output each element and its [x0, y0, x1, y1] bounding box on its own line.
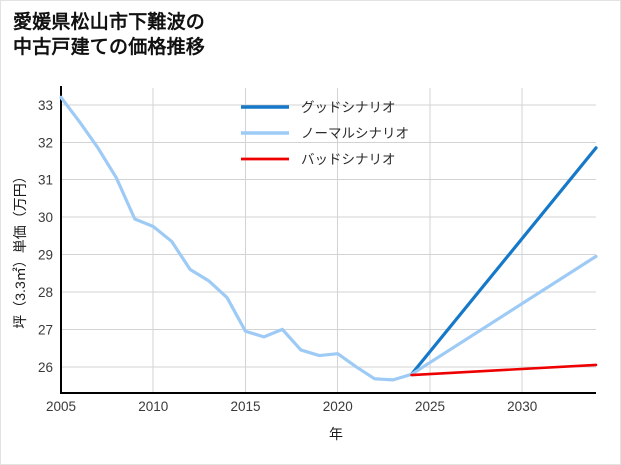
y-tick-label: 31 [38, 173, 53, 188]
y-tick-label: 33 [38, 98, 53, 113]
legend-label: グッドシナリオ [301, 100, 396, 115]
y-tick-label: 29 [38, 248, 53, 263]
data-series-group [59, 95, 598, 382]
chart-title-line-2: 中古戸建ての価格推移 [13, 37, 206, 59]
legend-label: バッドシナリオ [301, 152, 396, 167]
x-tick-label: 2010 [138, 399, 168, 414]
chart-title-line-1: 愛媛県松山市下難波の [13, 12, 206, 33]
x-tick-labels-group: 2005 2010 2015 2020 2025 2030 [46, 399, 537, 414]
y-tick-label: 30 [38, 210, 53, 225]
series-line [409, 146, 598, 376]
x-axis-title: 年 [329, 426, 343, 442]
chart-title: 愛媛県松山市下難波の 中古戸建ての価格推移 [13, 10, 433, 61]
y-tick-label: 32 [38, 135, 53, 150]
legend-label: ノーマルシナリオ [301, 126, 409, 141]
series-line [410, 363, 598, 377]
x-tick-label: 2030 [507, 399, 537, 414]
y-axis-title: 坪（3.3㎡）単価（万円） [12, 169, 28, 328]
series-line [59, 95, 598, 382]
x-tick-label: 2005 [46, 399, 76, 414]
x-tick-label: 2025 [415, 399, 445, 414]
x-tick-label: 2020 [323, 399, 353, 414]
y-tick-label: 27 [38, 322, 53, 337]
y-tick-labels-group: 26 27 28 29 30 31 32 33 [38, 98, 53, 375]
x-tick-label: 2015 [230, 399, 260, 414]
axis-spines-group [60, 86, 596, 394]
y-tick-label: 28 [38, 285, 53, 300]
y-tick-label: 26 [38, 360, 53, 375]
gridlines-group [60, 88, 596, 393]
